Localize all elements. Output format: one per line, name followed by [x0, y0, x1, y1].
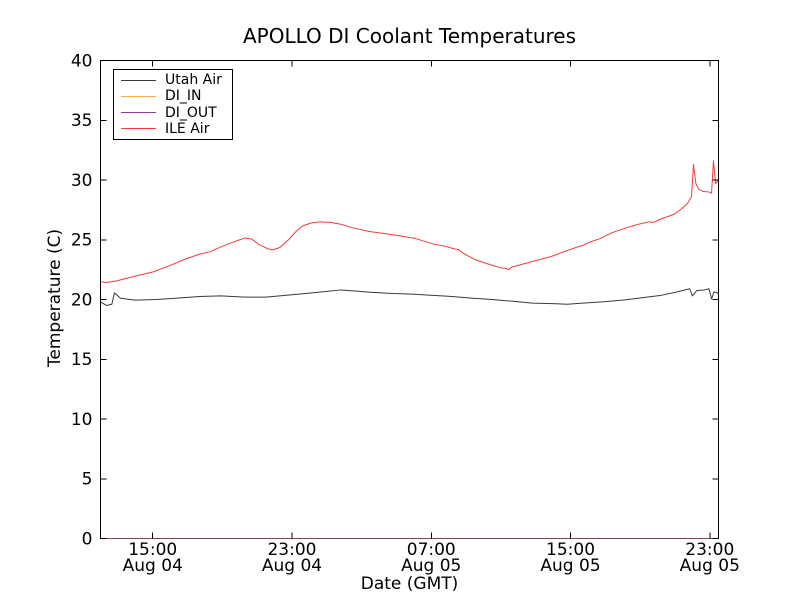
x-tick-label-date: Aug 04	[262, 556, 322, 576]
legend-line-ile-air	[121, 128, 156, 130]
legend-row: Utah Air	[114, 72, 232, 88]
legend-label-di-out: DI_OUT	[165, 104, 217, 121]
y-tick-label: 25	[71, 231, 93, 251]
x-tick-label-date: Aug 05	[401, 556, 461, 576]
y-tick-label: 35	[71, 111, 93, 131]
y-tick-label: 40	[71, 51, 93, 71]
legend-line-utah-air	[121, 79, 156, 81]
x-tick-label-time: 23:00	[267, 540, 316, 560]
legend-label-di-in: DI_IN	[165, 88, 202, 105]
y-tick-label: 10	[71, 410, 93, 430]
x-tick-label-time: 23:00	[685, 540, 734, 560]
x-tick-label-date: Aug 05	[680, 556, 740, 576]
y-tick-label: 15	[71, 350, 93, 370]
legend-row: ILE Air	[114, 121, 232, 137]
chart-title: APOLLO DI Coolant Temperatures	[242, 24, 577, 48]
series-line-utah-air	[100, 288, 719, 306]
legend-line-di-in	[121, 95, 156, 97]
x-tick-label-time: 15:00	[128, 540, 177, 560]
legend-label-ile-air: ILE Air	[165, 120, 210, 137]
legend-row: DI_IN	[114, 88, 232, 104]
y-tick-label: 5	[82, 470, 93, 490]
x-tick-label-date: Aug 04	[123, 556, 183, 576]
x-tick-label-time: 07:00	[407, 540, 456, 560]
legend-row: DI_OUT	[114, 105, 232, 121]
y-tick-label: 30	[71, 171, 93, 191]
x-axis-label: Date (GMT)	[360, 574, 459, 594]
x-tick-label-time: 15:00	[546, 540, 595, 560]
legend-label-utah-air: Utah Air	[165, 72, 222, 89]
legend: Utah Air DI_IN DI_OUT ILE Air	[113, 69, 233, 140]
series-line-ile-air	[100, 160, 719, 284]
x-tick-label-date: Aug 05	[540, 556, 600, 576]
y-tick-label: 20	[71, 290, 93, 310]
y-tick-label: 0	[82, 529, 93, 549]
legend-line-di-out	[121, 112, 156, 114]
